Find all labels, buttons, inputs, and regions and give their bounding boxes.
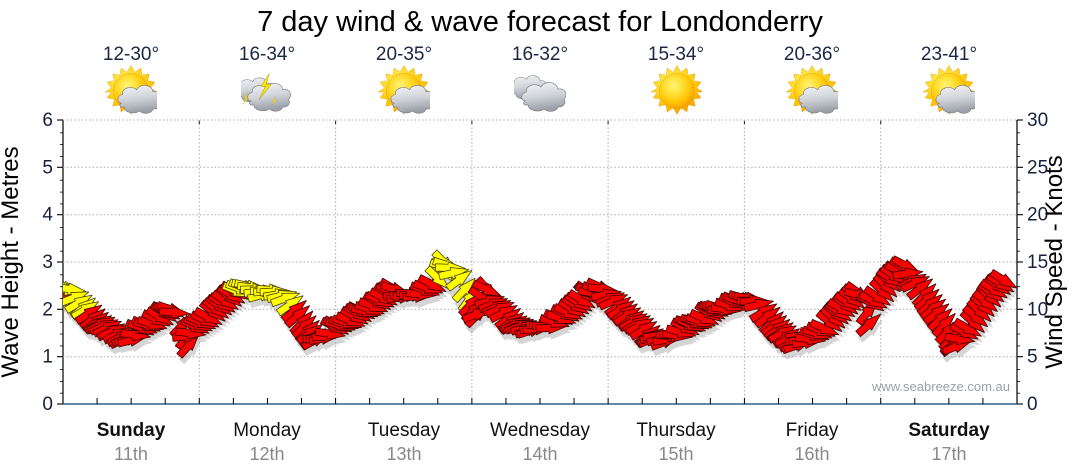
svg-text:30: 30 <box>1027 110 1048 131</box>
svg-text:5: 5 <box>42 157 53 178</box>
svg-text:3: 3 <box>42 252 53 273</box>
svg-text:6: 6 <box>42 110 53 131</box>
svg-text:www.seabreeze.com.au: www.seabreeze.com.au <box>871 379 1010 394</box>
svg-text:1: 1 <box>42 347 53 368</box>
svg-text:Wave Height - Metres: Wave Height - Metres <box>0 146 24 377</box>
svg-text:0: 0 <box>1027 394 1038 415</box>
svg-text:2: 2 <box>42 299 53 320</box>
svg-text:4: 4 <box>42 205 53 226</box>
svg-text:Wind Speed - Knots: Wind Speed - Knots <box>1041 155 1068 368</box>
svg-text:0: 0 <box>42 394 53 415</box>
svg-text:5: 5 <box>1027 347 1038 368</box>
